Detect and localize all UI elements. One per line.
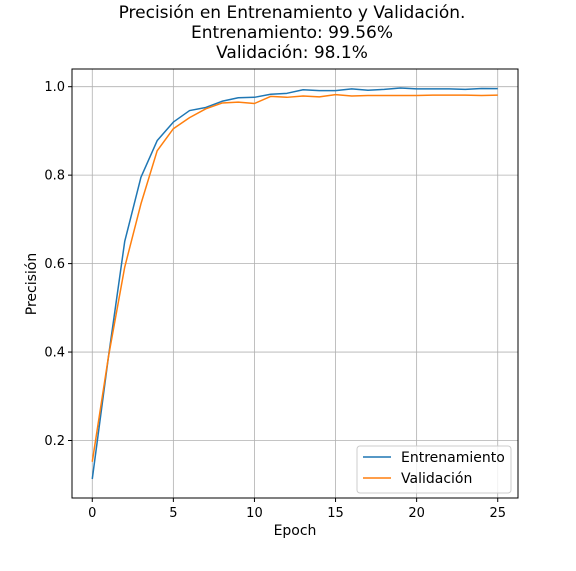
x-tick-label: 10 — [246, 506, 263, 521]
x-tick-label: 25 — [489, 506, 506, 521]
y-tick-label: 1.0 — [44, 80, 65, 95]
y-axis-label: Precisión — [24, 253, 40, 315]
series-line-validacion — [91, 93, 498, 462]
legend-label: Entrenamiento — [401, 450, 505, 466]
y-tick-label: 0.2 — [44, 434, 65, 449]
x-tick-label: 20 — [408, 506, 425, 521]
grid-lines — [72, 69, 518, 498]
x-axis-label: Epoch — [274, 523, 317, 539]
chart-title: Precisión en Entrenamiento y Validación.… — [119, 3, 466, 63]
chart-title-line-3: Validación: 98.1% — [216, 43, 368, 63]
plot-area-frame — [71, 68, 519, 499]
x-tick-label: 5 — [169, 506, 177, 521]
legend-label: Validación — [401, 471, 472, 487]
y-tick-label: 0.6 — [44, 257, 65, 272]
chart-title-line-2: Entrenamiento: 99.56% — [191, 23, 393, 43]
chart-title-line-1: Precisión en Entrenamiento y Validación. — [119, 3, 466, 23]
series-line-entrenamiento — [91, 87, 498, 480]
chart-legend: Entrenamiento Validación — [356, 445, 512, 494]
x-tick-label: 15 — [327, 506, 344, 521]
legend-box — [356, 445, 512, 494]
x-tick-label: 0 — [88, 506, 96, 521]
axis-ticks: 0 5 10 15 20 25 0.2 0.4 0.6 0.8 1.0 — [44, 80, 506, 521]
series-lines — [91, 87, 498, 480]
y-tick-label: 0.8 — [44, 169, 65, 184]
y-tick-label: 0.4 — [44, 346, 65, 361]
